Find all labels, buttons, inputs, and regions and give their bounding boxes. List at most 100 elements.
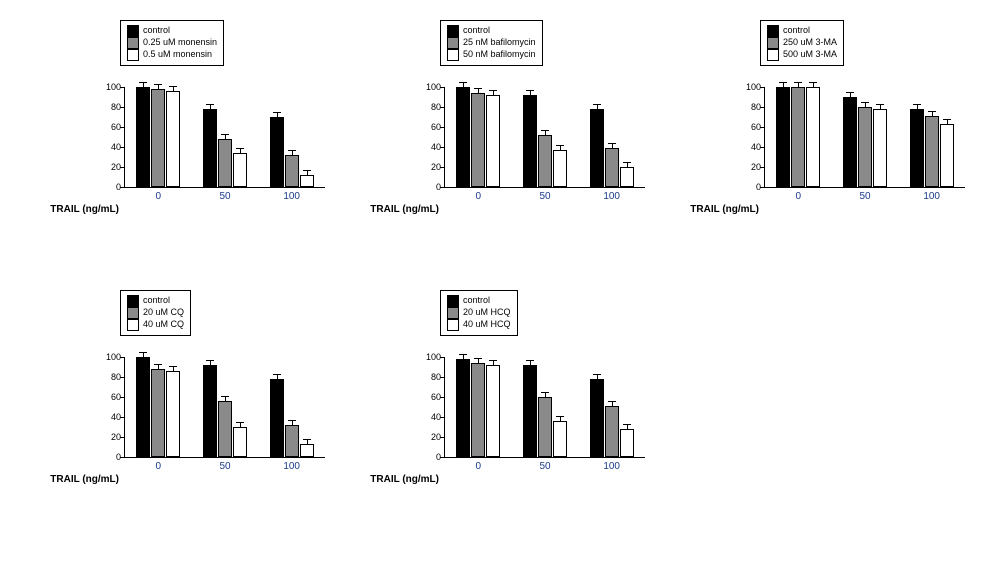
- error-bar: [463, 355, 464, 359]
- panel-monensin: control0.25 uM monensin0.5 uM monensin02…: [60, 20, 340, 250]
- y-tick-label: 40: [741, 142, 761, 152]
- x-tick-label: 100: [603, 461, 620, 472]
- error-cap: [288, 150, 296, 151]
- legend-swatch: [447, 295, 459, 307]
- error-cap: [556, 416, 564, 417]
- chart: 020406080100050100TRAIL (ng/mL): [100, 348, 330, 458]
- x-tick-label: 0: [796, 191, 802, 202]
- legend-row: 0.25 uM monensin: [127, 37, 217, 49]
- error-cap: [608, 401, 616, 402]
- x-axis-title: TRAIL (ng/mL): [370, 204, 445, 215]
- error-cap: [273, 112, 281, 113]
- legend-swatch: [447, 25, 459, 37]
- error-bar: [277, 113, 278, 117]
- error-bar: [158, 365, 159, 369]
- error-cap: [139, 82, 147, 83]
- x-tick-label: 100: [603, 191, 620, 202]
- legend: control25 nM bafilomycin50 nM bafilomyci…: [440, 20, 543, 66]
- error-bar: [240, 423, 241, 427]
- error-bar: [560, 417, 561, 421]
- legend-label: 50 nM bafilomycin: [463, 49, 536, 60]
- x-tick-label: 100: [923, 191, 940, 202]
- error-cap: [541, 130, 549, 131]
- error-cap: [623, 424, 631, 425]
- plot-area: 020406080100050100TRAIL (ng/mL): [444, 357, 645, 458]
- error-bar: [530, 91, 531, 95]
- error-bar: [947, 120, 948, 124]
- y-tick-label: 20: [101, 432, 121, 442]
- x-tick-label: 50: [859, 191, 870, 202]
- error-cap: [288, 420, 296, 421]
- bar-rect: [203, 109, 217, 187]
- bar-rect: [590, 109, 604, 187]
- panel-3ma: control250 uM 3-MA500 uM 3-MA02040608010…: [700, 20, 980, 250]
- error-cap: [943, 119, 951, 120]
- error-cap: [169, 366, 177, 367]
- y-tick-label: 20: [741, 162, 761, 172]
- error-bar: [865, 103, 866, 107]
- error-cap: [489, 360, 497, 361]
- error-cap: [779, 82, 787, 83]
- legend-row: control: [127, 295, 184, 307]
- error-cap: [154, 364, 162, 365]
- y-tick-label: 0: [101, 182, 121, 192]
- error-bar: [917, 105, 918, 109]
- error-bar: [597, 105, 598, 109]
- legend-row: control: [447, 25, 536, 37]
- error-bar: [463, 83, 464, 87]
- bar-rect: [940, 124, 954, 187]
- legend: control250 uM 3-MA500 uM 3-MA: [760, 20, 844, 66]
- legend-label: 40 uM HCQ: [463, 319, 511, 330]
- error-bar: [493, 361, 494, 365]
- legend-row: 250 uM 3-MA: [767, 37, 837, 49]
- legend-row: 20 uM CQ: [127, 307, 184, 319]
- legend-swatch: [447, 49, 459, 61]
- bar-rect: [806, 87, 820, 187]
- error-cap: [876, 104, 884, 105]
- y-tick-label: 60: [741, 122, 761, 132]
- legend-row: 500 uM 3-MA: [767, 49, 837, 61]
- error-cap: [928, 111, 936, 112]
- y-tick-label: 20: [421, 432, 441, 442]
- error-cap: [474, 358, 482, 359]
- error-cap: [861, 102, 869, 103]
- error-bar: [813, 83, 814, 87]
- bar-rect: [843, 97, 857, 187]
- error-cap: [794, 82, 802, 83]
- plot-area: 020406080100050100TRAIL (ng/mL): [124, 357, 325, 458]
- legend-swatch: [127, 307, 139, 319]
- legend-row: control: [447, 295, 511, 307]
- bar-rect: [285, 425, 299, 457]
- error-bar: [173, 367, 174, 371]
- error-bar: [143, 83, 144, 87]
- y-tick-label: 40: [101, 142, 121, 152]
- legend-swatch: [447, 319, 459, 331]
- legend-swatch: [127, 49, 139, 61]
- y-tick-label: 0: [741, 182, 761, 192]
- error-bar: [143, 353, 144, 357]
- plot-area: 020406080100050100TRAIL (ng/mL): [444, 87, 645, 188]
- error-bar: [210, 361, 211, 365]
- bar-rect: [910, 109, 924, 187]
- error-cap: [913, 104, 921, 105]
- error-bar: [880, 105, 881, 109]
- x-tick-label: 50: [539, 461, 550, 472]
- legend-label: 20 uM HCQ: [463, 307, 511, 318]
- bar-rect: [456, 359, 470, 457]
- legend-label: 40 uM CQ: [143, 319, 184, 330]
- error-bar: [545, 393, 546, 397]
- legend-swatch: [447, 307, 459, 319]
- legend-row: 50 nM bafilomycin: [447, 49, 536, 61]
- y-tick-label: 100: [101, 352, 121, 362]
- bar-rect: [218, 139, 232, 187]
- bar-rect: [486, 365, 500, 457]
- bar-rect: [456, 87, 470, 187]
- error-cap: [474, 88, 482, 89]
- y-tick-label: 80: [421, 372, 441, 382]
- chart: 020406080100050100TRAIL (ng/mL): [420, 78, 650, 188]
- legend-label: control: [463, 25, 490, 36]
- x-tick-label: 100: [283, 191, 300, 202]
- bar-rect: [471, 93, 485, 187]
- bar-rect: [136, 357, 150, 457]
- bar-rect: [553, 150, 567, 187]
